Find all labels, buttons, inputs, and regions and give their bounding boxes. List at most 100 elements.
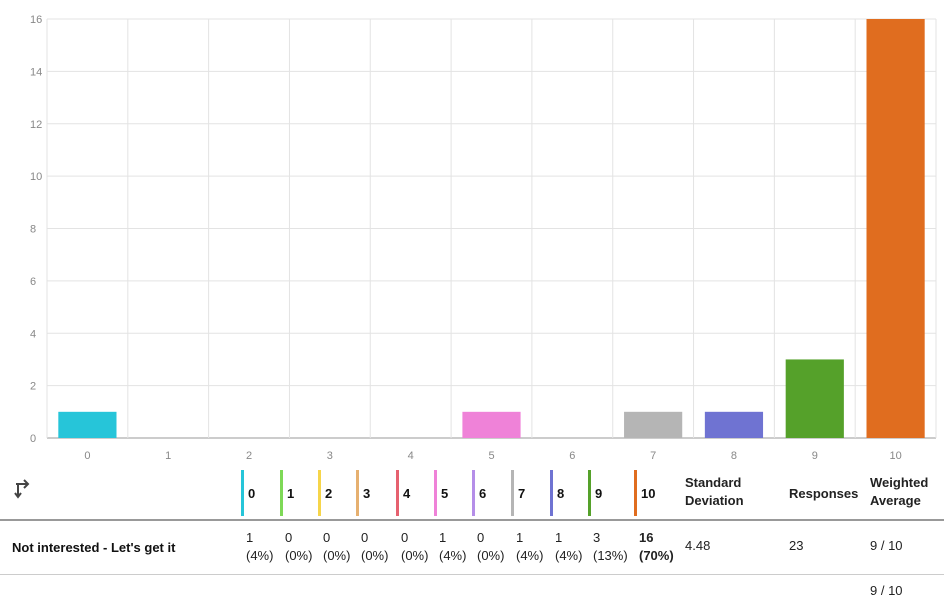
std-dev-header-line2: Deviation <box>685 493 744 508</box>
cell-count: 1 <box>246 530 254 545</box>
column-header-8[interactable]: 8 <box>550 470 564 516</box>
bar-0 <box>58 411 117 438</box>
table-cell: 0 (0%) <box>323 529 350 565</box>
x-tick-label: 8 <box>731 450 737 462</box>
y-tick-label: 8 <box>30 224 36 236</box>
column-header-label: 10 <box>641 485 656 501</box>
column-header-7[interactable]: 7 <box>511 470 525 516</box>
table-cell: 1 (4%) <box>516 529 543 565</box>
cell-percent: (4%) <box>516 548 544 563</box>
row-label: Not interested - Let's get it <box>12 540 176 555</box>
responses-header[interactable]: Responses <box>789 486 859 501</box>
table-cell: 0 (0%) <box>401 529 428 565</box>
wavg-header-line2: Average <box>870 493 921 508</box>
table-cell: 1 (4%) <box>555 529 582 565</box>
x-tick-label: 10 <box>889 450 901 462</box>
column-header-5[interactable]: 5 <box>434 470 448 516</box>
column-color-swatch <box>356 470 359 516</box>
cell-percent: (0%) <box>323 548 351 563</box>
column-color-swatch <box>472 470 475 516</box>
y-tick-label: 16 <box>30 14 42 26</box>
weighted-average-value: 9 / 10 <box>870 538 903 553</box>
cell-percent: (4%) <box>555 548 583 563</box>
x-tick-label: 7 <box>650 450 656 462</box>
column-color-swatch <box>241 470 244 516</box>
y-tick-label: 6 <box>30 276 36 288</box>
column-header-9[interactable]: 9 <box>588 470 602 516</box>
column-header-4[interactable]: 4 <box>396 470 410 516</box>
column-header-6[interactable]: 6 <box>472 470 486 516</box>
cell-count: 0 <box>285 530 293 545</box>
cell-count: 1 <box>439 530 447 545</box>
cell-percent: (0%) <box>361 548 389 563</box>
column-header-label: 1 <box>287 485 295 501</box>
column-header-3[interactable]: 3 <box>356 470 370 516</box>
cell-count: 3 <box>593 530 601 545</box>
responses-value: 23 <box>789 538 804 553</box>
column-color-swatch <box>280 470 283 516</box>
y-tick-label: 14 <box>30 66 42 78</box>
cell-count: 16 <box>639 530 654 545</box>
column-color-swatch <box>318 470 321 516</box>
x-tick-label: 2 <box>246 450 252 462</box>
column-color-swatch <box>588 470 591 516</box>
column-header-label: 7 <box>518 485 526 501</box>
std-dev-header-line1: Standard <box>685 475 742 490</box>
cell-percent: (4%) <box>246 548 274 563</box>
column-header-label: 2 <box>325 485 333 501</box>
cell-percent: (0%) <box>285 548 313 563</box>
cell-percent: (0%) <box>401 548 429 563</box>
cell-percent: (13%) <box>593 548 628 563</box>
column-header-0[interactable]: 0 <box>241 470 255 516</box>
column-header-1[interactable]: 1 <box>280 470 294 516</box>
bar-10 <box>866 19 925 438</box>
table-cell: 1 (4%) <box>439 529 466 565</box>
table-cell: 16 (70%) <box>639 529 674 565</box>
column-header-label: 0 <box>248 485 256 501</box>
y-tick-label: 10 <box>30 171 42 183</box>
table-cell: 0 (0%) <box>361 529 388 565</box>
x-tick-label: 5 <box>488 450 494 462</box>
table-cell: 1 (4%) <box>246 529 273 565</box>
table-header-divider <box>0 519 944 521</box>
cell-count: 0 <box>361 530 369 545</box>
cell-percent: (4%) <box>439 548 467 563</box>
column-color-swatch <box>550 470 553 516</box>
column-color-swatch <box>434 470 437 516</box>
cell-count: 1 <box>555 530 563 545</box>
bar-7 <box>624 411 683 438</box>
column-header-10[interactable]: 10 <box>634 470 655 516</box>
x-tick-label: 3 <box>327 450 333 462</box>
x-tick-label: 0 <box>84 450 90 462</box>
table-cell: 0 (0%) <box>477 529 504 565</box>
cell-count: 0 <box>323 530 331 545</box>
y-tick-label: 2 <box>30 381 36 393</box>
column-header-label: 3 <box>363 485 371 501</box>
cell-count: 1 <box>516 530 524 545</box>
cell-count: 0 <box>401 530 409 545</box>
table-row-divider <box>0 574 944 575</box>
bar-5 <box>462 411 521 438</box>
y-tick-label: 4 <box>30 328 36 340</box>
bar-8 <box>704 411 764 438</box>
column-color-swatch <box>634 470 637 516</box>
sort-swap-icon[interactable] <box>12 478 36 500</box>
weighted-average-header[interactable]: Weighted Average <box>870 474 928 510</box>
x-tick-label: 9 <box>812 450 818 462</box>
std-dev-header[interactable]: Standard Deviation <box>685 474 744 510</box>
column-color-swatch <box>511 470 514 516</box>
x-tick-label: 1 <box>165 450 171 462</box>
bar-9 <box>785 359 844 438</box>
cell-percent: (70%) <box>639 548 674 563</box>
column-header-2[interactable]: 2 <box>318 470 332 516</box>
column-header-label: 4 <box>403 485 411 501</box>
std-dev-value: 4.48 <box>685 538 711 553</box>
column-header-label: 9 <box>595 485 603 501</box>
wavg-header-line1: Weighted <box>870 475 929 490</box>
column-header-label: 6 <box>479 485 487 501</box>
table-cell: 0 (0%) <box>285 529 312 565</box>
x-tick-label: 4 <box>408 450 414 462</box>
footer-weighted-average: 9 / 10 <box>870 583 903 598</box>
cell-percent: (0%) <box>477 548 505 563</box>
